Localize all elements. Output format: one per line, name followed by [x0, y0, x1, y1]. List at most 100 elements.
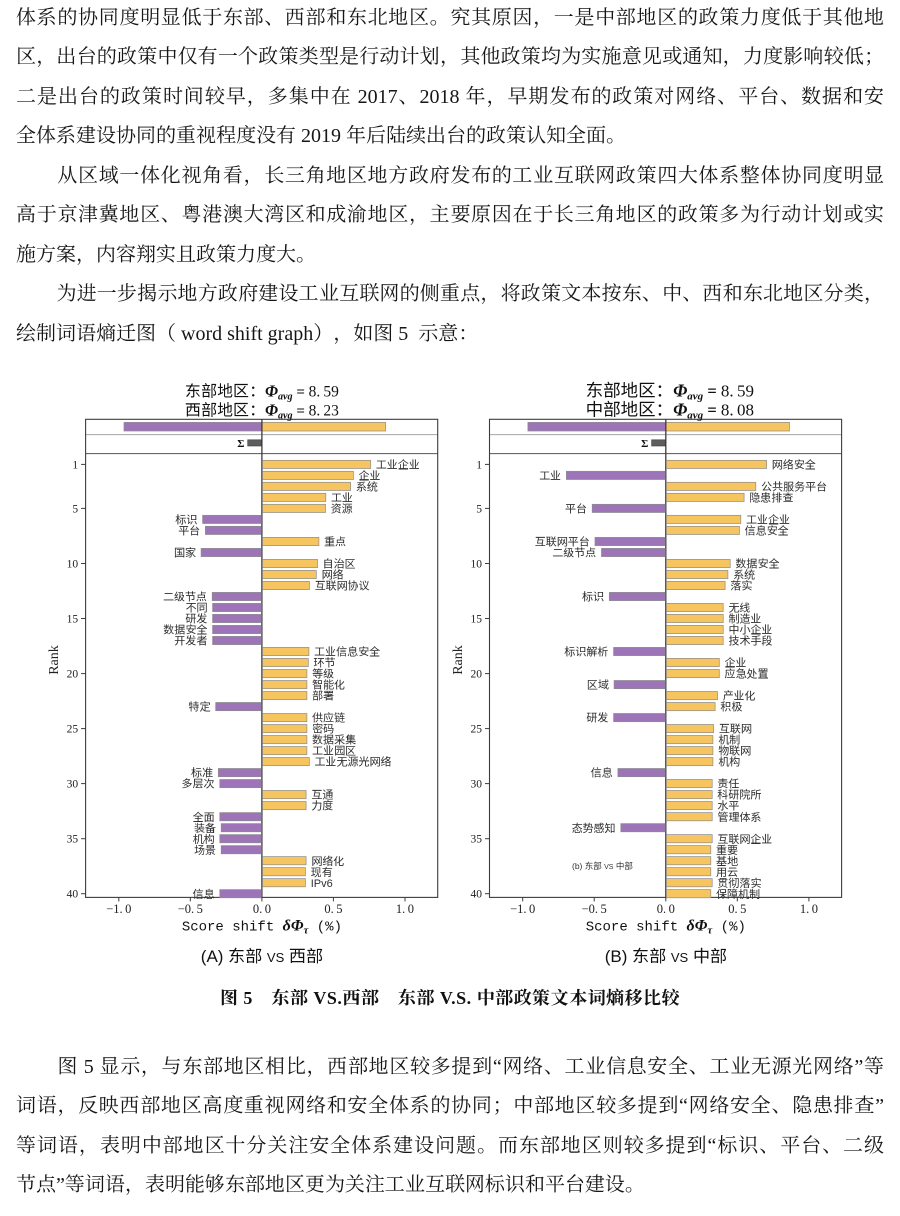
svg-text:机构: 机构	[718, 754, 740, 770]
svg-text:标识: 标识	[175, 512, 197, 528]
svg-text:物联网: 物联网	[718, 743, 751, 759]
svg-text:IPv6: IPv6	[311, 875, 333, 891]
svg-text:保障机制: 保障机制	[716, 886, 760, 902]
svg-text:30: 30	[67, 779, 79, 791]
svg-text:Σ: Σ	[237, 438, 244, 450]
svg-text:信息: 信息	[591, 765, 613, 781]
svg-text:积极: 积极	[720, 699, 742, 715]
svg-text:35: 35	[471, 834, 483, 846]
svg-text:东部地区：Φavg = 8. 59: 东部地区：Φavg = 8. 59	[185, 378, 339, 403]
svg-text:40: 40	[67, 889, 79, 901]
svg-text:网络安全: 网络安全	[772, 457, 816, 473]
svg-text:无线: 无线	[729, 600, 751, 616]
svg-text:15: 15	[471, 613, 483, 625]
svg-text:二级节点: 二级节点	[163, 589, 207, 605]
svg-text:重要: 重要	[716, 842, 738, 858]
svg-text:多层次: 多层次	[182, 776, 215, 792]
svg-text:国家: 国家	[174, 545, 196, 561]
svg-text:系统: 系统	[356, 479, 378, 495]
svg-text:10: 10	[67, 558, 79, 570]
svg-text:(B) 东部 VS 中部: (B) 东部 VS 中部	[605, 942, 727, 967]
svg-text:1. 0: 1. 0	[800, 902, 818, 916]
svg-text:供应链: 供应链	[312, 710, 345, 726]
svg-text:Rank: Rank	[451, 645, 466, 675]
svg-text:5: 5	[72, 503, 78, 515]
svg-text:场景: 场景	[194, 842, 216, 858]
svg-text:科研院所: 科研院所	[717, 787, 761, 803]
svg-text:0. 0: 0. 0	[657, 902, 675, 916]
svg-text:用云: 用云	[716, 864, 738, 880]
svg-text:技术手段: 技术手段	[729, 633, 773, 649]
svg-text:系统: 系统	[733, 567, 755, 583]
svg-text:工业企业: 工业企业	[746, 512, 790, 528]
svg-text:标识解析: 标识解析	[564, 644, 608, 660]
svg-text:落实: 落实	[730, 578, 752, 594]
svg-text:不同: 不同	[185, 600, 207, 616]
svg-text:应急处置: 应急处置	[725, 666, 769, 682]
svg-text:区域: 区域	[587, 677, 609, 693]
svg-text:开发者: 开发者	[174, 633, 207, 649]
svg-text:资源: 资源	[331, 501, 353, 517]
svg-text:二级节点: 二级节点	[552, 545, 596, 561]
svg-text:贯彻落实: 贯彻落实	[717, 875, 761, 891]
svg-text:0. 5: 0. 5	[728, 902, 746, 916]
svg-text:数据安全: 数据安全	[163, 622, 207, 638]
svg-text:网络化: 网络化	[311, 853, 344, 869]
svg-text:公共服务平台: 公共服务平台	[761, 479, 827, 495]
svg-text:20: 20	[471, 669, 483, 681]
svg-text:装备: 装备	[194, 820, 216, 836]
svg-text:机构: 机构	[193, 831, 215, 847]
svg-text:信息: 信息	[193, 886, 215, 902]
svg-text:管理体系: 管理体系	[717, 809, 761, 825]
svg-text:20: 20	[67, 669, 79, 681]
svg-text:全面: 全面	[193, 809, 215, 825]
svg-text:工业无源光网络: 工业无源光网络	[315, 754, 392, 770]
svg-text:工业企业: 工业企业	[376, 457, 420, 473]
svg-text:Score shift δΦτ (%): Score shift δΦτ (%)	[182, 918, 342, 937]
svg-text:部署: 部署	[312, 688, 334, 704]
svg-text:1. 0: 1. 0	[396, 902, 414, 916]
svg-text:特定: 特定	[189, 699, 211, 715]
svg-text:互联网: 互联网	[719, 721, 752, 737]
svg-text:Σ: Σ	[641, 438, 648, 450]
svg-text:环节: 环节	[314, 655, 336, 671]
svg-text:机制: 机制	[718, 732, 740, 748]
svg-text:研发: 研发	[586, 710, 608, 726]
svg-text:信息安全: 信息安全	[745, 523, 789, 539]
svg-text:西部地区：Φavg = 8. 23: 西部地区：Φavg = 8. 23	[185, 397, 339, 422]
svg-text:1: 1	[72, 459, 78, 471]
svg-text:平台: 平台	[565, 501, 587, 517]
svg-text:水平: 水平	[717, 798, 739, 814]
svg-text:工业: 工业	[539, 468, 561, 484]
svg-text:30: 30	[471, 779, 483, 791]
svg-text:中小企业: 中小企业	[729, 622, 773, 638]
svg-text:(b) 东部 VS 中部: (b) 东部 VS 中部	[572, 861, 633, 871]
svg-text:东部地区：Φavg = 8. 59: 东部地区：Φavg = 8. 59	[586, 378, 754, 403]
svg-text:−0. 5: −0. 5	[582, 902, 607, 916]
svg-text:重点: 重点	[324, 534, 346, 550]
svg-text:(A) 东部 VS 西部: (A) 东部 VS 西部	[201, 942, 323, 967]
svg-text:责任: 责任	[717, 776, 739, 792]
svg-text:互联网协议: 互联网协议	[315, 578, 370, 594]
svg-text:1: 1	[476, 459, 482, 471]
svg-text:制造业: 制造业	[729, 611, 762, 627]
svg-text:25: 25	[67, 724, 79, 736]
svg-text:产业化: 产业化	[723, 688, 756, 704]
svg-text:互联网企业: 互联网企业	[717, 831, 772, 847]
svg-text:力度: 力度	[311, 798, 333, 814]
svg-text:现有: 现有	[311, 864, 333, 880]
svg-text:基地: 基地	[716, 853, 738, 869]
svg-text:网络: 网络	[322, 567, 344, 583]
svg-text:25: 25	[471, 724, 483, 736]
svg-text:自治区: 自治区	[323, 556, 356, 572]
svg-text:40: 40	[471, 889, 483, 901]
svg-text:平台: 平台	[178, 523, 200, 539]
svg-text:35: 35	[67, 834, 79, 846]
svg-text:15: 15	[67, 613, 79, 625]
svg-text:Rank: Rank	[47, 645, 62, 675]
svg-text:0. 5: 0. 5	[324, 902, 342, 916]
svg-text:企业: 企业	[359, 468, 381, 484]
svg-text:互联网平台: 互联网平台	[535, 534, 590, 550]
svg-text:互通: 互通	[311, 787, 333, 803]
svg-text:智能化: 智能化	[312, 677, 345, 693]
